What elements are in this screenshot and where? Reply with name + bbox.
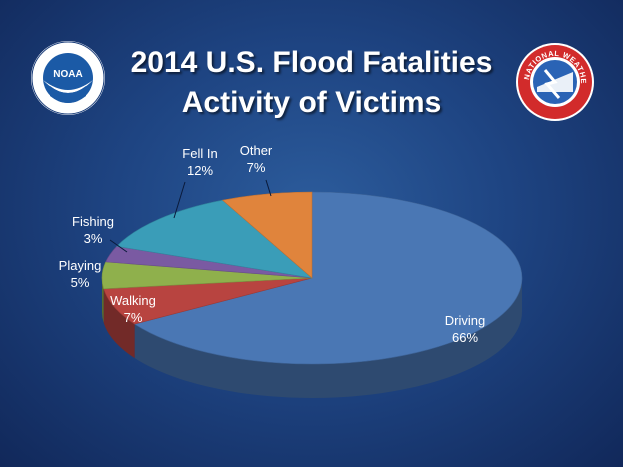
pie-slice-driving	[133, 191, 523, 365]
noaa-logo-text: NOAA	[53, 69, 82, 80]
label-fell-in: Fell In	[182, 146, 217, 161]
pie-slice-other	[221, 191, 313, 279]
chart-title-line-2: Activity of Victims	[181, 86, 442, 119]
label-pct-other: 7%	[247, 160, 266, 175]
leader-line-fell-in	[173, 181, 186, 219]
leader-line-fishing	[109, 239, 128, 253]
label-driving: Driving	[445, 313, 485, 328]
label-pct-fell-in: 12%	[187, 163, 213, 178]
pie-labels: Driving 66% Walking 7% Playing 5% Fishing 3% Fel…	[59, 143, 486, 345]
label-other: Other	[240, 143, 273, 158]
pie-slice-fell-in	[116, 199, 313, 279]
pie-slices	[101, 191, 523, 365]
pie-leader-lines	[109, 179, 272, 253]
pie-side-driving	[134, 278, 522, 399]
noaa-logo-icon: NOAA	[31, 41, 105, 115]
pie-3d-sides	[102, 278, 522, 399]
label-fishing: Fishing	[72, 214, 114, 229]
label-pct-playing: 5%	[71, 275, 90, 290]
nws-logo-icon: NATIONAL WEATHER SERVICE	[515, 42, 594, 121]
label-pct-fishing: 3%	[84, 231, 103, 246]
chart-title-line-1: 2014 U.S. Flood Fatalities	[130, 46, 493, 79]
label-pct-walking: 7%	[124, 310, 143, 325]
pie-side-walking	[103, 288, 135, 359]
label-playing: Playing	[59, 258, 102, 273]
label-walking: Walking	[110, 293, 156, 308]
leader-line-other	[265, 179, 272, 197]
label-pct-driving: 66%	[452, 330, 478, 345]
pie-side-playing	[102, 278, 104, 323]
